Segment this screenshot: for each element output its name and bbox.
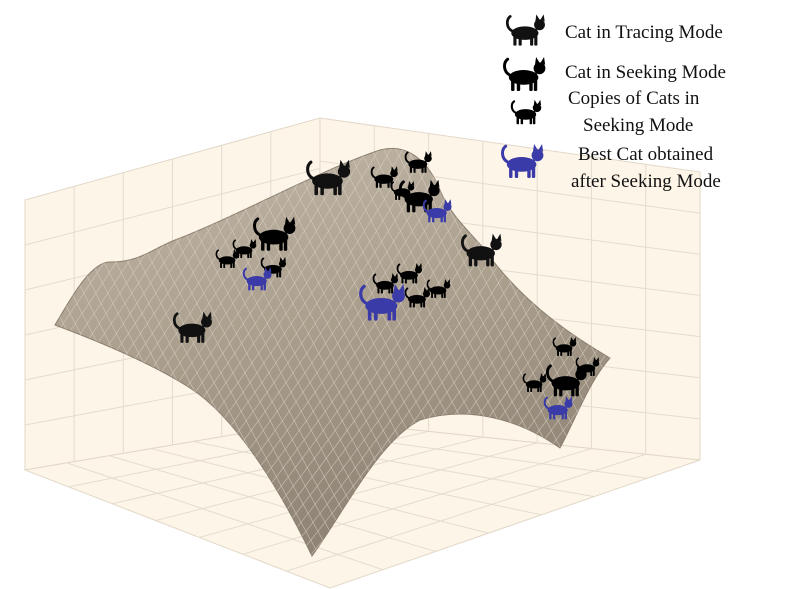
mesh-line <box>0 100 20 589</box>
legend-icon-copies <box>510 98 543 126</box>
grid-line <box>109 455 436 552</box>
legend-label: Cat in Seeking Mode <box>565 62 726 83</box>
grid-line <box>242 448 592 555</box>
legend-label: after Seeking Mode <box>571 171 721 192</box>
grid-line <box>66 462 384 571</box>
legend-label: Cat in Tracing Mode <box>565 22 723 43</box>
grid-line <box>193 440 542 516</box>
mesh-line <box>0 100 8 589</box>
legend-label: Copies of Cats in <box>568 88 700 109</box>
mesh-line <box>0 100 12 589</box>
legend-label: Seeking Mode <box>583 115 693 136</box>
legend-label: Best Cat obtained <box>578 144 714 165</box>
grid-line <box>286 453 646 572</box>
grid-line <box>199 442 538 538</box>
legend-icon-seeking <box>502 55 547 93</box>
legend: Cat in Tracing Mode Cat in Seeking Mode Co… <box>500 12 726 192</box>
mesh-line <box>0 100 24 589</box>
legend-icon-tracing <box>505 12 547 48</box>
